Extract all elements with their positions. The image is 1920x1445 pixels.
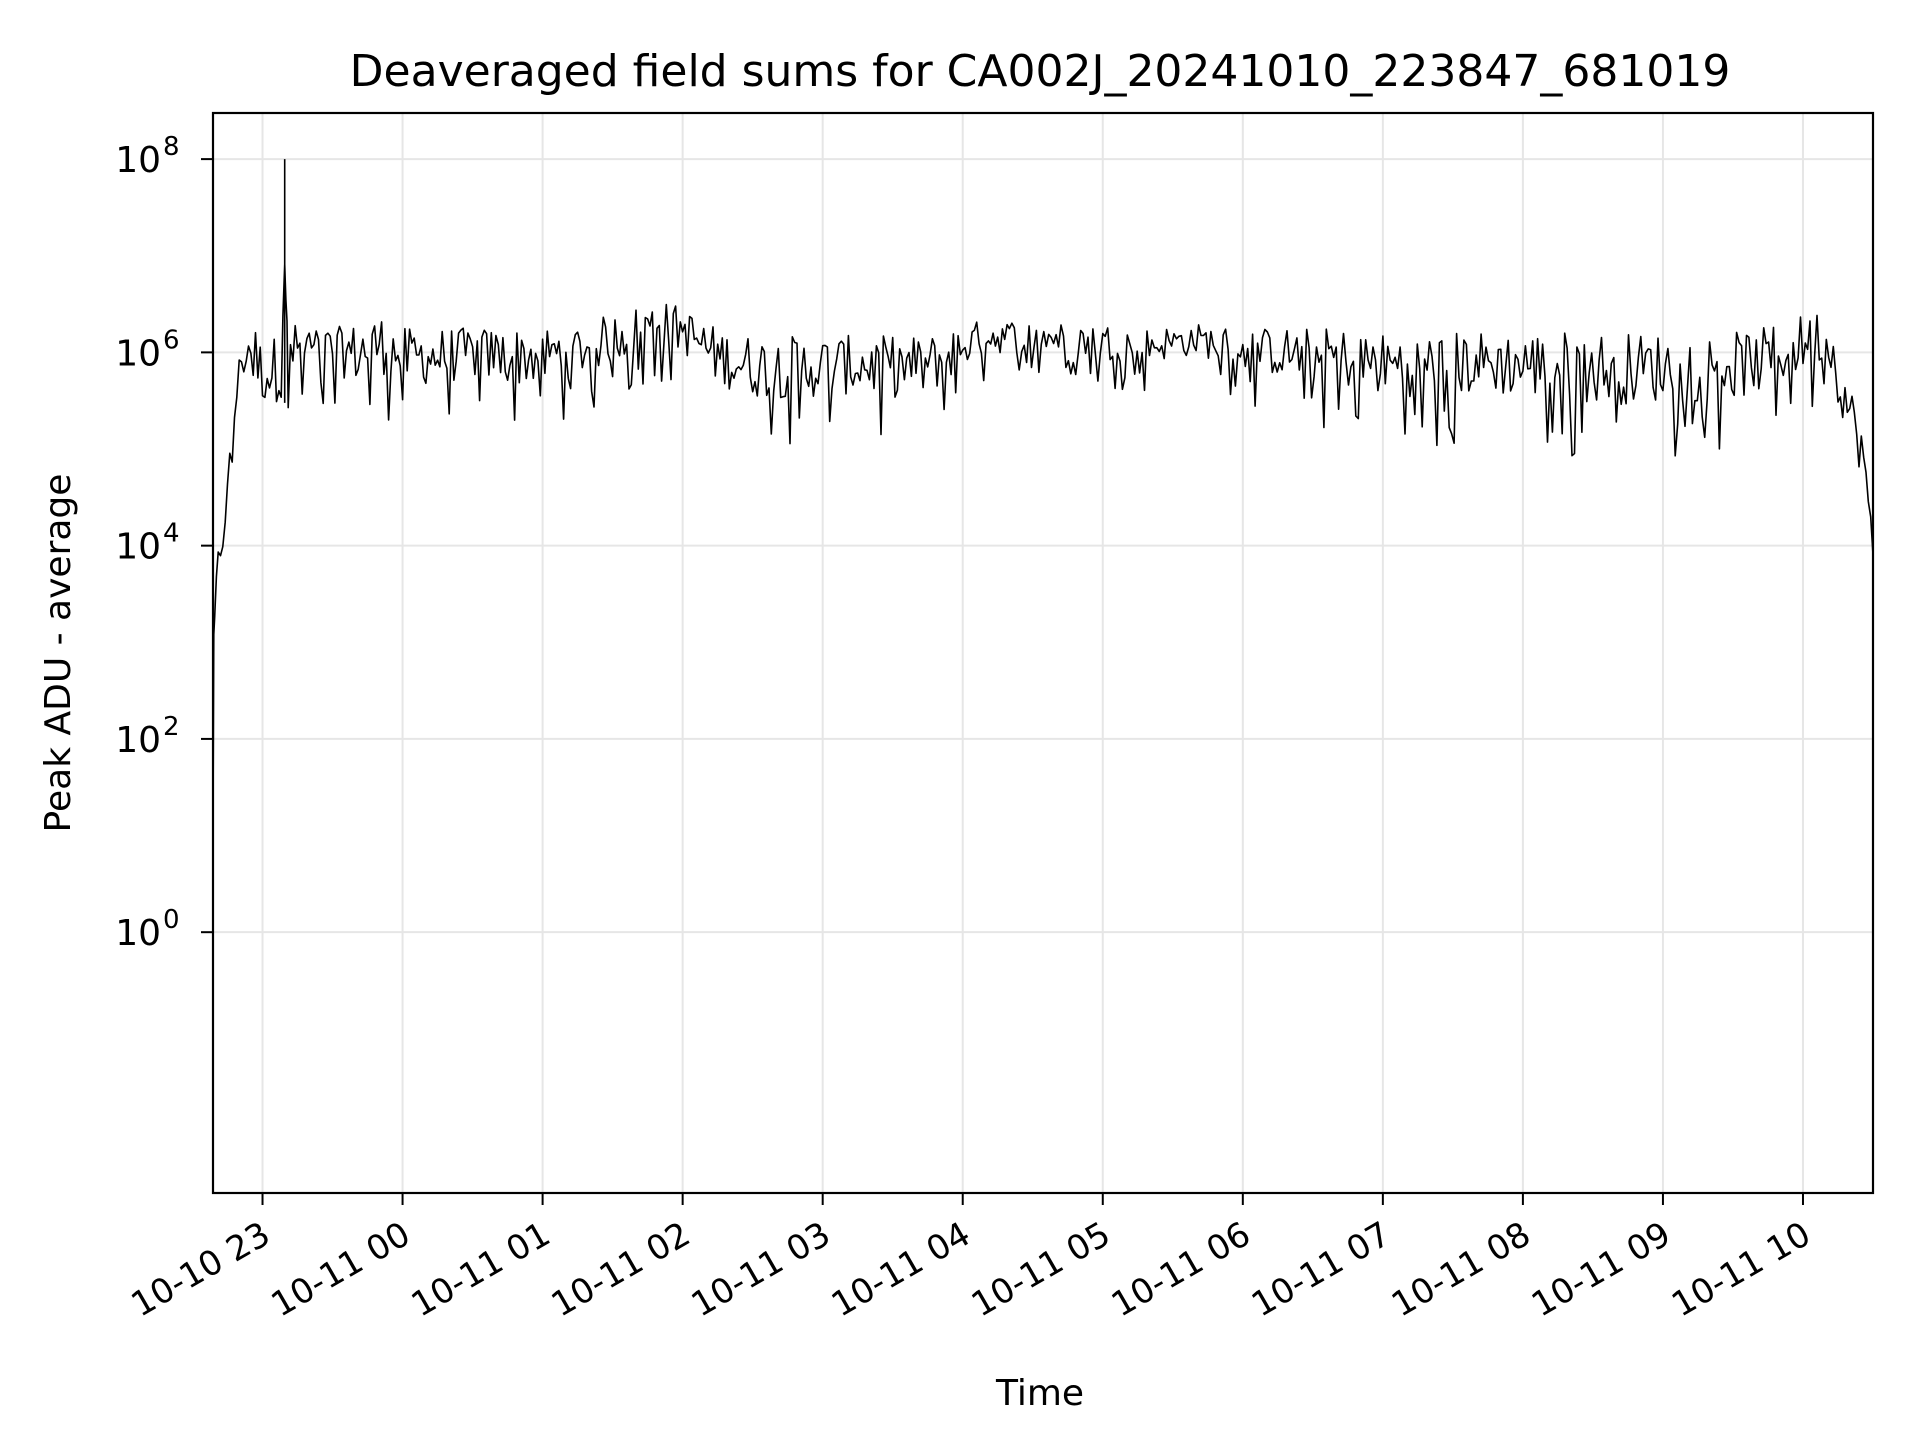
- y-tick-label: 10: [115, 140, 161, 181]
- y-tick-label: 10: [115, 333, 161, 374]
- y-tick-exponent: 4: [163, 519, 180, 549]
- y-tick-exponent: 2: [163, 712, 180, 742]
- y-tick-label: 10: [115, 720, 161, 761]
- plot-frame: [211, 111, 1875, 1195]
- y-axis-label: Peak ADU - average: [38, 474, 79, 833]
- y-tick-exponent: 6: [163, 325, 180, 355]
- series-line: [212, 159, 1874, 820]
- chart-title: Deaveraged field sums for CA002J_2024101…: [350, 46, 1731, 97]
- y-tick-label: 10: [115, 913, 161, 954]
- plot-area: [213, 113, 1873, 1193]
- y-tick-exponent: 0: [163, 905, 180, 935]
- x-axis-label: Time: [995, 1373, 1084, 1414]
- y-tick-label: 10: [115, 527, 161, 568]
- y-tick-exponent: 8: [163, 132, 180, 162]
